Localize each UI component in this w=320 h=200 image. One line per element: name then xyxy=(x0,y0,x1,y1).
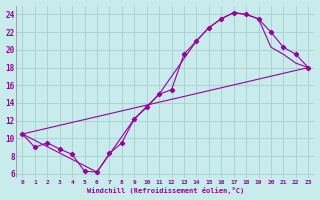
X-axis label: Windchill (Refroidissement éolien,°C): Windchill (Refroidissement éolien,°C) xyxy=(87,187,244,194)
